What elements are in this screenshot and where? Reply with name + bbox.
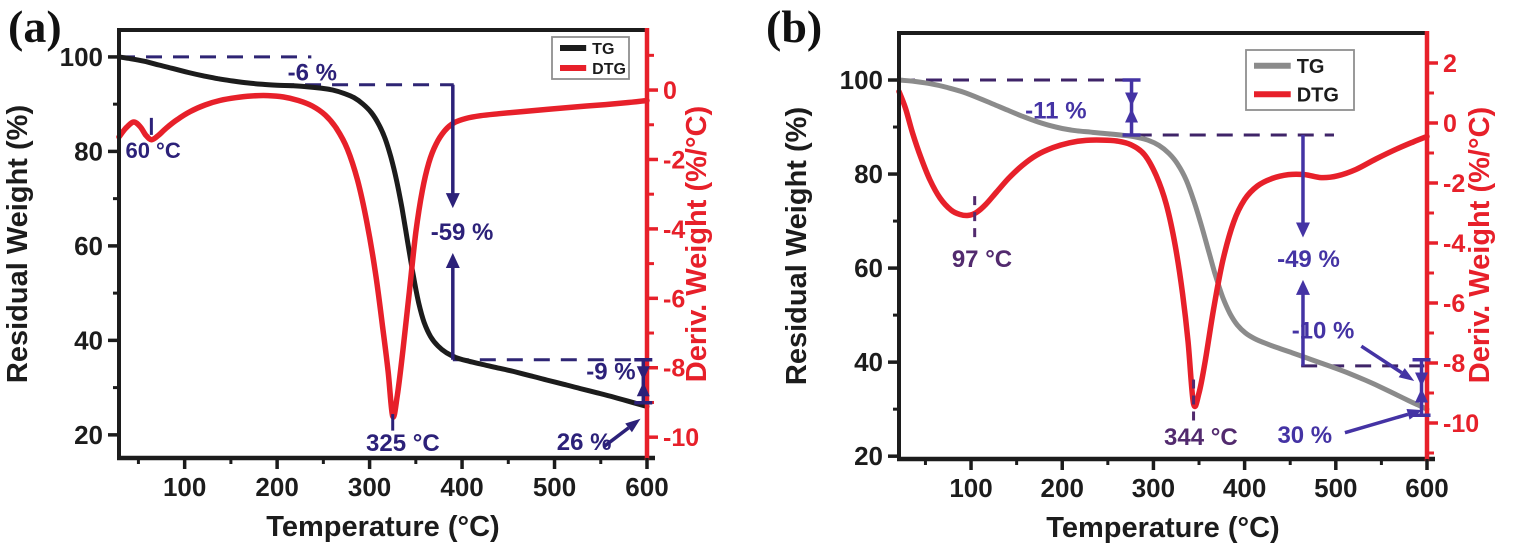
y-left-tick-label: 100	[840, 65, 883, 95]
x-axis: 100 200 300 400 500 600 Temperature (°C)	[923, 459, 1449, 544]
legend-box	[551, 36, 630, 80]
x-tick-label: 600	[625, 472, 668, 502]
y-right-tick-label: 2	[1443, 50, 1457, 78]
y-left-tick-label: 40	[854, 347, 883, 377]
annotations: -6 % -59 % -9 % 26 % 60 °C 325 °C	[125, 59, 653, 457]
y-left-tick-label: 20	[854, 441, 883, 471]
y-left-tick-label: 20	[74, 420, 103, 450]
pointer-arrow-line	[603, 426, 630, 448]
y-right-tick-label: -6	[1443, 290, 1465, 318]
y-right-tick-label: -4	[1443, 230, 1465, 258]
annotation-text: 344 °C	[1164, 424, 1238, 451]
x-tick-label: 600	[1405, 473, 1448, 503]
legend-label-tg: TG	[1297, 56, 1325, 78]
y-left-tick-label: 60	[854, 253, 883, 283]
x-tick-label: 200	[1041, 473, 1084, 503]
y-left-tick-label: 100	[60, 42, 103, 72]
annotation-text: -10 %	[1292, 318, 1355, 345]
pointer-arrow-line	[1344, 412, 1409, 435]
axes-spines	[117, 28, 655, 461]
y-right-tick-label: -2	[663, 146, 685, 174]
arrowhead	[1295, 222, 1310, 238]
arrowhead	[445, 252, 460, 268]
arrowhead	[1415, 388, 1429, 403]
annotation-text: -59 %	[431, 219, 494, 246]
x-tick-label: 400	[1223, 473, 1266, 503]
annotation-text: 325 °C	[366, 430, 440, 457]
arrowhead	[445, 193, 460, 209]
y-right-axis: 2 0 -2 -4 -6 -8 -10 Deriv. Weight (%/°C)	[1427, 50, 1496, 455]
legend-box	[1245, 49, 1355, 111]
y-right-tick-label: -10	[663, 424, 699, 452]
arrowhead	[1295, 279, 1310, 295]
y-right-axis-title: Deriv. Weight (%/°C)	[681, 106, 713, 382]
x-tick-label: 300	[348, 472, 391, 502]
panel-label-a: (a)	[8, 1, 62, 52]
y-left-axis: 20 40 60 80 100 Residual Weight (%)	[781, 65, 899, 471]
arrowhead	[1415, 372, 1429, 387]
y-left-tick-label: 80	[74, 136, 103, 166]
tg-curve	[116, 54, 650, 409]
y-right-tick-label: -8	[1443, 350, 1465, 378]
legend-label-dtg: DTG	[1297, 84, 1339, 106]
annotation-text: 30 %	[1277, 422, 1332, 449]
annotation-text: -9 %	[586, 358, 635, 385]
annotation-text: 60 °C	[125, 138, 180, 163]
pointer-arrowhead	[1398, 368, 1415, 381]
annotation-text: -11 %	[1025, 98, 1086, 125]
pointer-arrow-line	[1360, 344, 1403, 375]
x-tick-label: 400	[440, 472, 483, 502]
dashed-guides	[899, 78, 1425, 368]
arrowhead	[1125, 92, 1139, 107]
y-left-axis: 20 40 60 80 100 Residual Weight (%)	[2, 42, 119, 450]
arrowhead	[636, 382, 650, 397]
legend: TG DTG	[1245, 49, 1355, 111]
x-axis-title: Temperature (°C)	[266, 511, 499, 543]
pointer-arrowhead	[1406, 409, 1423, 420]
y-right-tick-label: -10	[1443, 410, 1479, 438]
x-tick-label: 100	[949, 473, 992, 503]
y-right-tick-label: -2	[1443, 170, 1465, 198]
y-right-axis-title: Deriv. Weight (%/°C)	[1464, 107, 1496, 383]
dtg-curve	[896, 88, 1430, 410]
legend: TG DTG	[551, 36, 630, 80]
x-tick-label: 100	[163, 472, 206, 502]
y-right-tick-label: -6	[663, 285, 685, 313]
y-left-tick-label: 40	[74, 325, 103, 355]
legend-label-dtg: DTG	[592, 61, 626, 78]
annotations: -11 % -49 % -10 % 30 % 97 °C 344 °C	[952, 78, 1431, 451]
annotation-text: 97 °C	[952, 246, 1012, 273]
x-axis: 100 200 300 400 500 600 Temperature (°C)	[136, 458, 669, 543]
y-left-axis-title: Residual Weight (%)	[781, 107, 813, 385]
x-tick-label: 500	[1314, 473, 1357, 503]
x-axis-title: Temperature (°C)	[1046, 512, 1279, 544]
arrowhead	[636, 366, 650, 381]
y-left-tick-label: 80	[854, 159, 883, 189]
annotation-text: 26 %	[557, 429, 612, 456]
annotation-text: -49 %	[1277, 246, 1340, 273]
dtg-curve	[116, 92, 650, 420]
arrowhead	[1125, 108, 1139, 123]
y-left-axis-title: Residual Weight (%)	[2, 105, 34, 383]
annotation-text: -6 %	[288, 59, 337, 86]
tg-curve	[896, 77, 1430, 412]
y-right-tick-label: -4	[663, 216, 685, 244]
y-right-axis: 0 -2 -4 -6 -8 -10 Deriv. Weight (%/°C)	[647, 53, 713, 452]
y-right-tick-label: 0	[663, 77, 677, 105]
y-right-tick-label: -8	[663, 355, 685, 383]
panel-label-b: (b)	[766, 1, 823, 52]
pointer-arrowhead	[625, 418, 641, 433]
y-left-tick-label: 60	[74, 231, 103, 261]
x-tick-label: 500	[533, 472, 576, 502]
y-right-tick-label: 0	[1443, 110, 1457, 138]
x-tick-label: 300	[1132, 473, 1175, 503]
axes-spines	[897, 31, 1435, 462]
x-tick-label: 200	[255, 472, 298, 502]
legend-label-tg: TG	[592, 41, 614, 58]
